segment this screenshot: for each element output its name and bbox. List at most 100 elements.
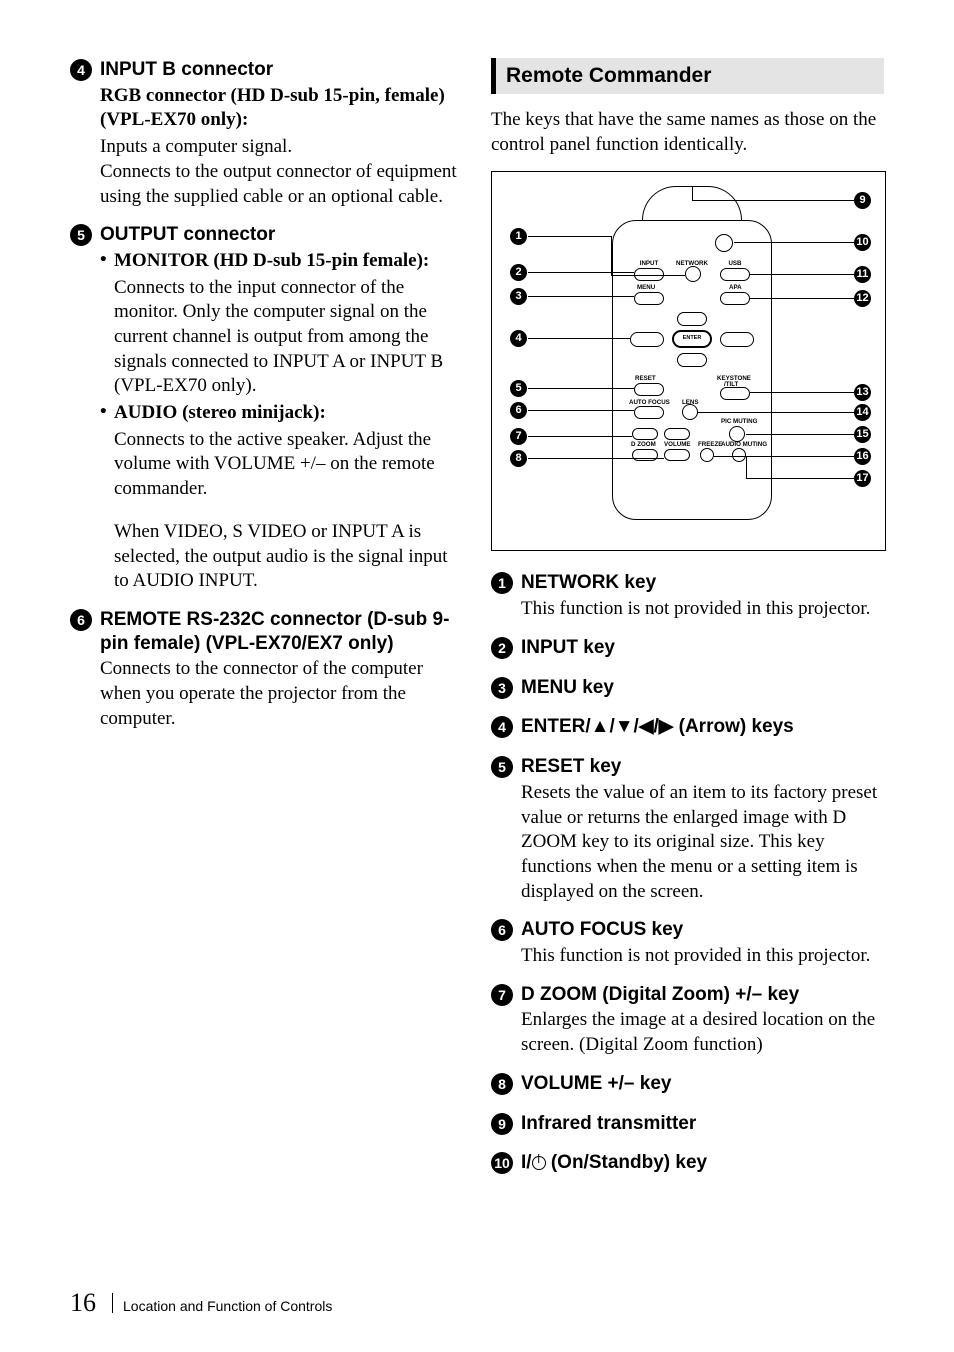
r-item-7-body: Enlarges the image at a desired location…: [521, 1008, 884, 1057]
item-6-body: Connects to the connector of the compute…: [100, 657, 463, 731]
item-4-input-b: 4 INPUT B connector RGB connector (HD D-…: [70, 58, 463, 209]
r-badge-5: 5: [491, 756, 513, 778]
lbl-reset: RESET: [635, 375, 656, 382]
r-item-8: 8 VOLUME +/– key: [491, 1072, 884, 1098]
callout-11: 11: [854, 266, 871, 283]
lbl-volume: VOLUME: [664, 441, 690, 448]
r-item-1-body: This function is not provided in this pr…: [521, 597, 884, 622]
page-number: 16: [70, 1288, 96, 1318]
diagram-dzoom-plus: [632, 428, 658, 440]
lbl-menu: MENU: [637, 284, 655, 291]
item-4-body-a: Inputs a computer signal.: [100, 135, 463, 160]
item-5-b1-title: MONITOR (HD D-sub 15-pin female):: [114, 249, 463, 274]
r-item-6-title: AUTO FOCUS key: [521, 918, 884, 942]
callout-17: 17: [854, 470, 871, 487]
diagram-apa-key: [720, 292, 750, 305]
item-4-sub: RGB connector (HD D-sub 15-pin, female) …: [100, 84, 463, 133]
r-badge-4: 4: [491, 716, 513, 738]
callout-16: 16: [854, 448, 871, 465]
r-item-5: 5 RESET key Resets the value of an item …: [491, 755, 884, 904]
r-item-6: 6 AUTO FOCUS key This function is not pr…: [491, 918, 884, 968]
callout-14: 14: [854, 404, 871, 421]
r-badge-6: 6: [491, 919, 513, 941]
section-remote-commander: Remote Commander: [491, 58, 884, 94]
r-badge-7: 7: [491, 984, 513, 1006]
callout-4: 4: [510, 330, 527, 347]
item-6-remote-rs232c: 6 REMOTE RS-232C connector (D-sub 9-pin …: [70, 608, 463, 732]
lbl-apa: APA: [729, 284, 742, 291]
r-item-8-title: VOLUME +/– key: [521, 1072, 884, 1096]
item-4-title: INPUT B connector: [100, 58, 463, 82]
r-item-3-title: MENU key: [521, 676, 884, 700]
power-icon: [532, 1156, 546, 1170]
item-6-title: REMOTE RS-232C connector (D-sub 9-pin fe…: [100, 608, 463, 656]
lbl-usb: USB: [728, 260, 741, 267]
r-item-6-body: This function is not provided in this pr…: [521, 944, 884, 969]
badge-6: 6: [70, 609, 92, 631]
diagram-dzoom-minus: [632, 449, 658, 461]
callout-3: 3: [510, 288, 527, 305]
item-5-output: 5 OUTPUT connector • MONITOR (HD D-sub 1…: [70, 223, 463, 594]
diagram-volume-plus: [664, 428, 690, 440]
remote-diagram: INPUT NETWORK USB MENU APA ENTER RESET K…: [491, 171, 886, 551]
diagram-arrow-up: [677, 312, 707, 326]
diagram-keystone-key: [720, 387, 750, 400]
r-badge-3: 3: [491, 677, 513, 699]
callout-12: 12: [854, 290, 871, 307]
badge-5: 5: [70, 224, 92, 246]
callout-6: 6: [510, 402, 527, 419]
item-4-body-b: Connects to the output connector of equi…: [100, 160, 463, 209]
right-column: Remote Commander The keys that have the …: [491, 58, 884, 1248]
item-5-b1-body: Connects to the input connector of the m…: [114, 276, 463, 399]
r-badge-9: 9: [491, 1113, 513, 1135]
r-badge-1: 1: [491, 572, 513, 594]
r-badge-2: 2: [491, 637, 513, 659]
footer-text: Location and Function of Controls: [123, 1298, 332, 1314]
diagram-autofocus-key: [634, 406, 664, 419]
left-column: 4 INPUT B connector RGB connector (HD D-…: [70, 58, 463, 1248]
r-item-10: 10 I/ (On/Standby) key: [491, 1151, 884, 1177]
diagram-volume-minus: [664, 449, 690, 461]
item-5-title: OUTPUT connector: [100, 223, 463, 247]
r-item-10-title: I/ (On/Standby) key: [521, 1151, 884, 1175]
r-item-4-title: ENTER/▲/▼/◀/▶ (Arrow) keys: [521, 715, 884, 739]
r-item-2: 2 INPUT key: [491, 636, 884, 662]
item-5-bullet-1: • MONITOR (HD D-sub 15-pin female): Conn…: [100, 249, 463, 399]
lbl-enter: ENTER: [683, 335, 702, 341]
r-item-5-title: RESET key: [521, 755, 884, 779]
lbl-autofocus: AUTO FOCUS: [629, 399, 670, 406]
callout-5: 5: [510, 380, 527, 397]
r-item-3: 3 MENU key: [491, 676, 884, 702]
lbl-audiomuting: AUDIO MUTING: [721, 441, 767, 448]
lbl-picmuting: PIC MUTING: [721, 418, 757, 425]
r-item-7: 7 D ZOOM (Digital Zoom) +/– key Enlarges…: [491, 983, 884, 1058]
item-5-b2-body: Connects to the active speaker. Adjust t…: [114, 428, 463, 502]
callout-13: 13: [854, 384, 871, 401]
lbl-dzoom: D ZOOM: [631, 441, 656, 448]
page-footer: 16 Location and Function of Controls: [70, 1288, 332, 1318]
diagram-arrow-down: [677, 353, 707, 367]
r-item-1-title: NETWORK key: [521, 571, 884, 595]
diagram-arrow-left: [630, 332, 664, 347]
item-5-bullet-2: • AUDIO (stereo minijack): Connects to t…: [100, 401, 463, 502]
r-item-5-body: Resets the value of an item to its facto…: [521, 781, 884, 904]
r-item-1: 1 NETWORK key This function is not provi…: [491, 571, 884, 621]
diagram-arrow-right: [720, 332, 754, 347]
r-item-9-title: Infrared transmitter: [521, 1112, 884, 1136]
item-5-b2-title: AUDIO (stereo minijack):: [114, 401, 463, 426]
r-badge-8: 8: [491, 1073, 513, 1095]
lbl-freeze: FREEZE: [698, 441, 722, 448]
r-item-4: 4 ENTER/▲/▼/◀/▶ (Arrow) keys: [491, 715, 884, 741]
callout-7: 7: [510, 428, 527, 445]
diagram-usb-key: [720, 268, 750, 281]
r-item-10-post: (On/Standby) key: [546, 1152, 708, 1173]
callout-9: 9: [854, 192, 871, 209]
diagram-reset-key: [634, 383, 664, 396]
r-item-10-pre: I/: [521, 1152, 532, 1173]
callout-10: 10: [854, 234, 871, 251]
r-item-2-title: INPUT key: [521, 636, 884, 660]
callout-1: 1: [510, 228, 527, 245]
lbl-input: INPUT: [640, 260, 659, 267]
badge-4: 4: [70, 59, 92, 81]
r-badge-10: 10: [491, 1152, 513, 1174]
